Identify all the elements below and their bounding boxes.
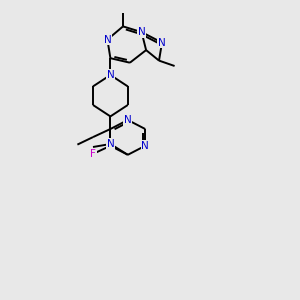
Text: N: N — [141, 141, 149, 151]
Text: N: N — [158, 38, 166, 48]
Text: F: F — [90, 149, 96, 159]
Text: N: N — [138, 27, 146, 37]
Text: N: N — [124, 115, 132, 125]
Text: N: N — [106, 139, 114, 149]
Text: N: N — [103, 34, 111, 45]
Text: N: N — [106, 70, 114, 80]
